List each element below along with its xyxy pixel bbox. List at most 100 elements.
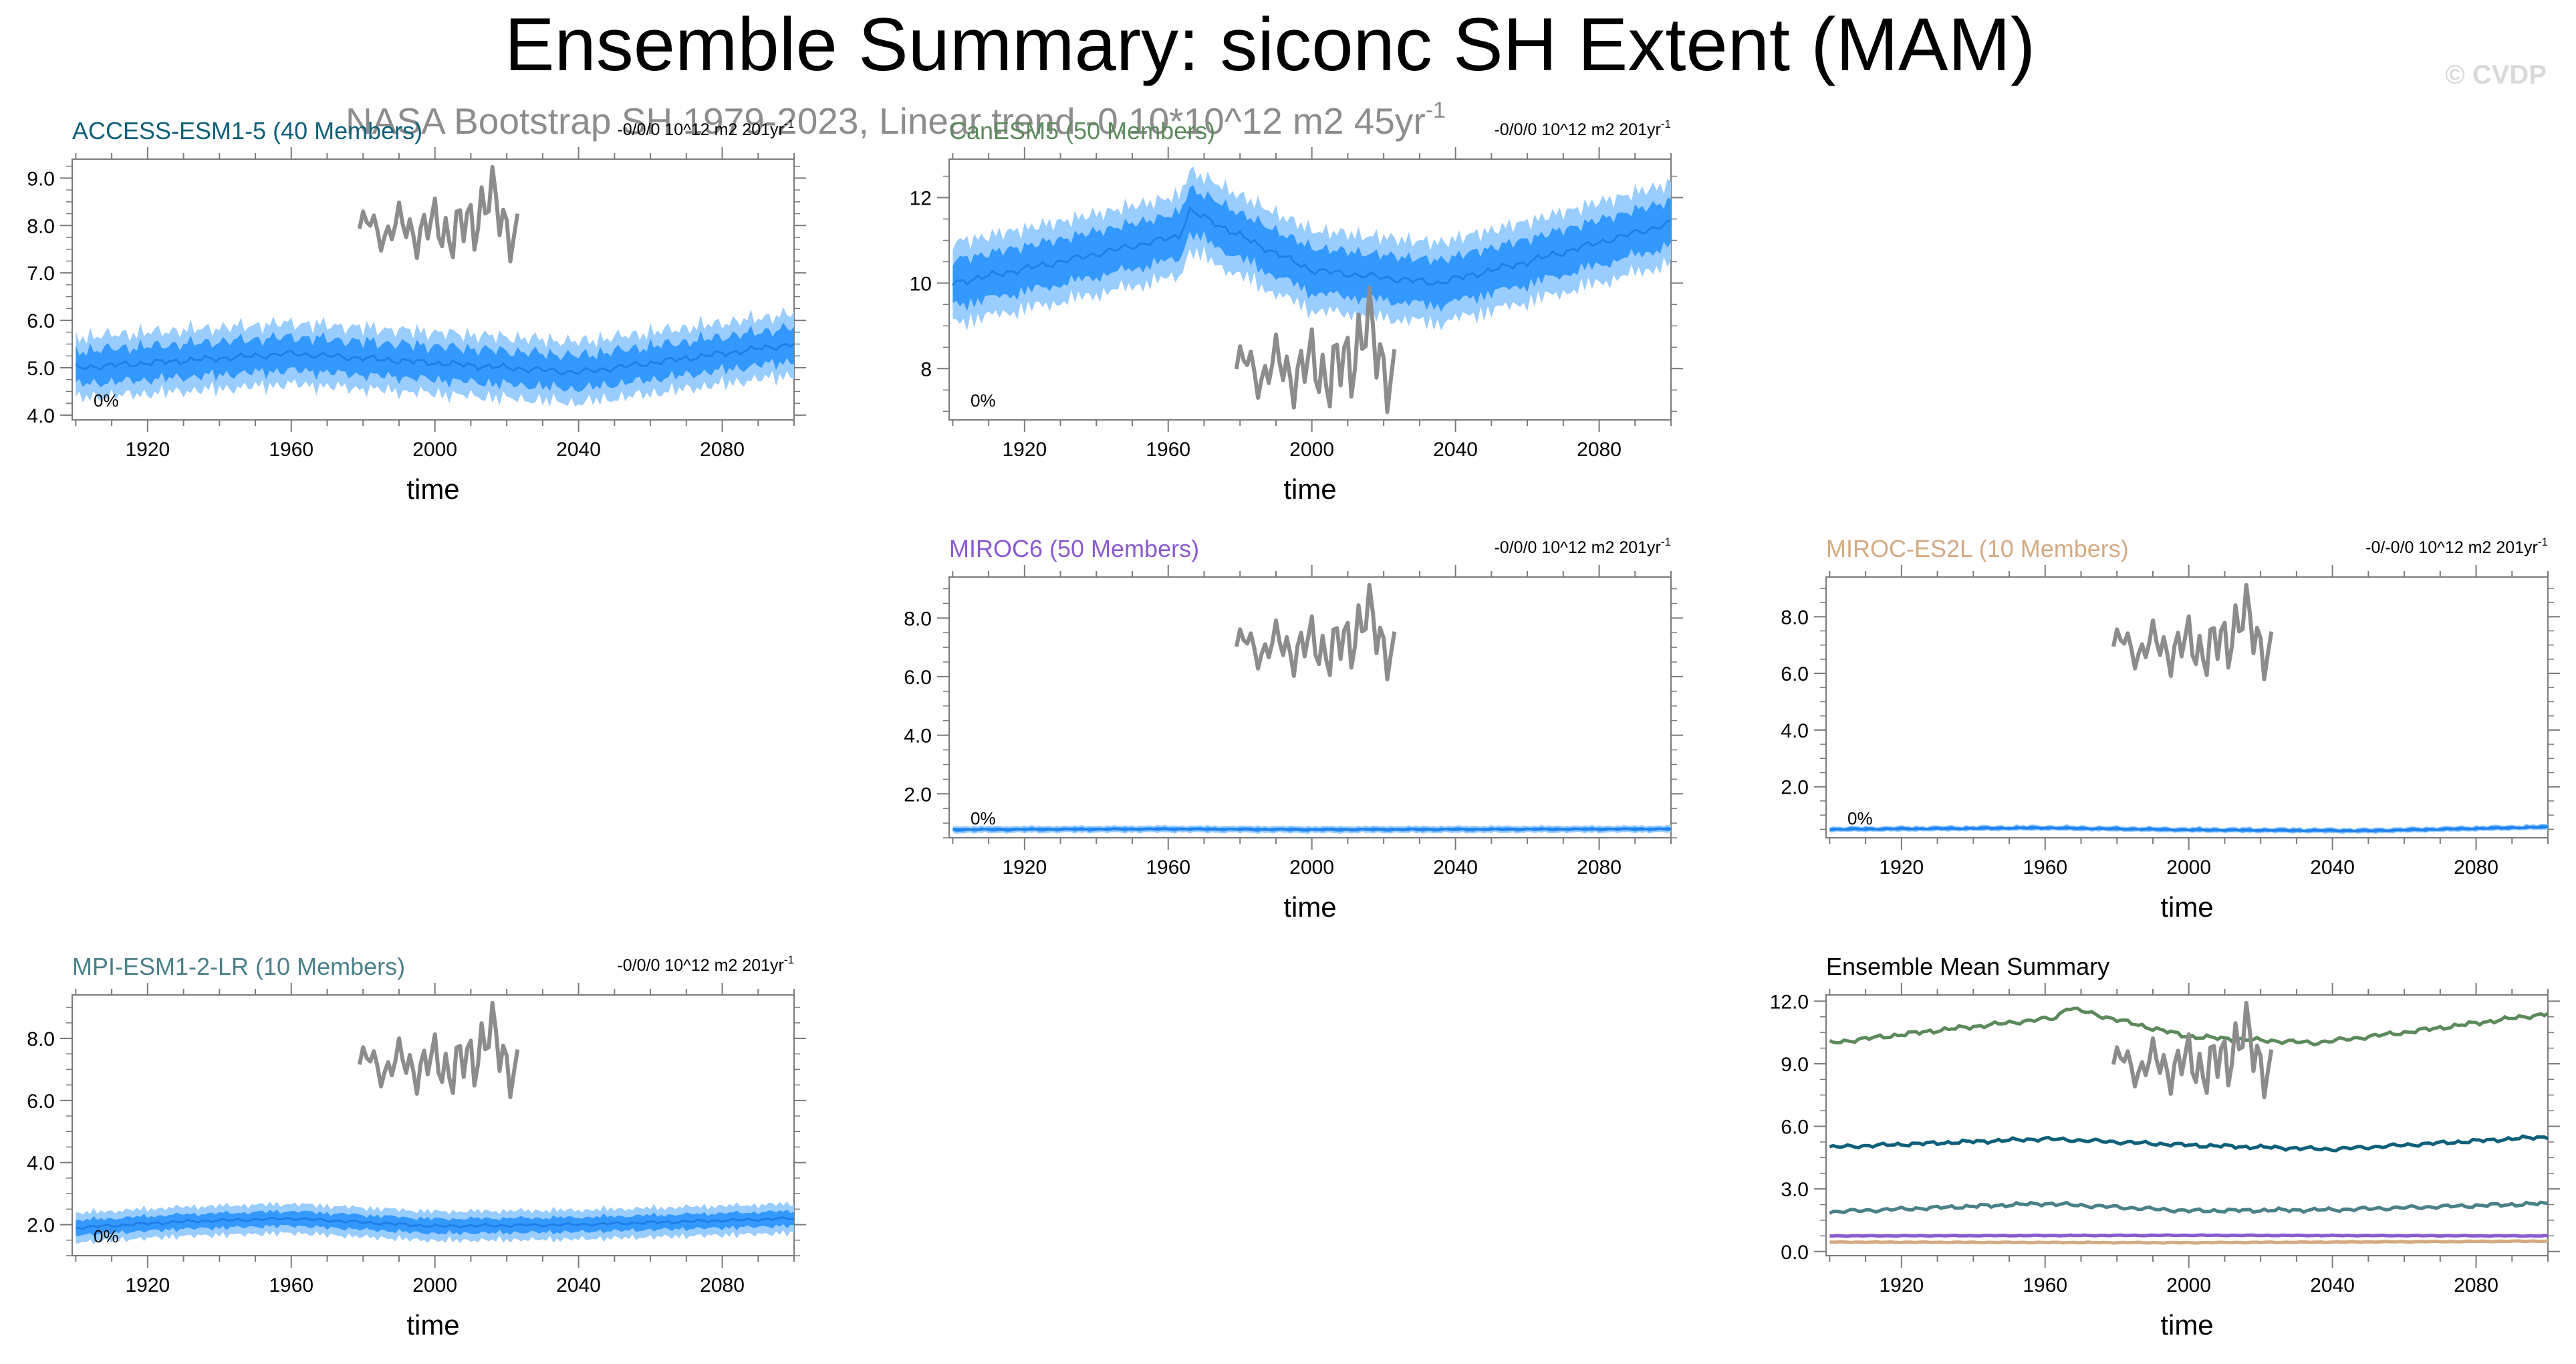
panel-title: CanESM5 (50 Members) [949,117,1215,144]
x-axis-label: time [2160,891,2213,923]
y-tick-label: 2.0 [904,784,932,806]
trend-label: -0/-0/0 10^12 m2 201yr-1 [2365,536,2548,557]
y-tick-label: 4.0 [904,725,932,748]
x-tick-label: 2040 [2310,857,2355,879]
ensemble-iqr-band [76,322,794,392]
x-tick-label: 1920 [1002,439,1047,461]
y-tick-label: 4.0 [27,1153,55,1175]
x-tick-label: 1960 [2023,1274,2067,1296]
trend-label: -0/0/0 10^12 m2 201yr-1 [1494,536,1671,557]
x-tick-label: 2000 [1289,439,1334,461]
plot-frame [1825,994,2549,1256]
y-tick-label: 8.0 [27,215,55,237]
x-tick-label: 2040 [2310,1274,2355,1296]
y-tick-label: 6.0 [1781,663,1809,685]
trend-label: -0/0/0 10^12 m2 201yr-1 [617,118,794,139]
obs-subtitle: NASA Bootstrap SH 1979-2023, Linear tren… [346,98,1446,142]
trend-label: -0/0/0 10^12 m2 201yr-1 [617,953,794,975]
x-tick-label: 2000 [2166,1274,2211,1296]
plot-frame [948,158,1672,421]
panel-mpi: 2.0 4.0 6.0 8.0 1920 1960 2000 2040 2080 time MPI-… [27,953,806,1341]
x-tick-label: 1920 [125,439,170,461]
plot-area [75,307,794,407]
figure-title: Ensemble Summary: siconc SH Extent (MAM) [505,3,2035,86]
y-tick-label: 2.0 [27,1215,55,1237]
panel-title: MPI-ESM1-2-LR (10 Members) [72,953,405,980]
x-tick-label: 2080 [1577,439,1622,461]
observations-line [2111,1000,2274,1099]
trend-exponent: -1 [1661,118,1671,130]
y-tick-label: 9.0 [27,168,55,190]
y-tick-label: 6.0 [27,1091,55,1113]
ensemble-mean-line [952,827,1671,831]
y-tick-label: 4.0 [1781,720,1809,742]
plot-frame [948,576,1672,838]
x-axis-label: time [406,473,459,505]
trend-value: -0/0/0 10^12 m2 201yr [617,956,783,975]
panel-miroces2l: 2.0 4.0 6.0 8.0 1920 1960 2000 2040 2080 time MIRO… [1781,535,2560,923]
y-tick-label: 6.0 [27,310,55,332]
plot-area [952,824,1671,834]
trend-value: -0/0/0 10^12 m2 201yr [617,120,783,139]
ensemble-mean-line [75,342,794,376]
trend-label: -0/0/0 10^12 m2 201yr-1 [1494,118,1671,139]
panel-title: ACCESS-ESM1-5 (40 Members) [72,117,422,144]
x-tick-label: 2000 [412,1274,457,1296]
panel-miroc6: 2.0 4.0 6.0 8.0 1920 1960 2000 2040 2080 time MIRO… [904,535,1683,923]
x-tick-label: 2040 [1433,857,1478,879]
y-tick-label: 8.0 [904,608,932,630]
y-tick-label: 6.0 [1781,1117,1809,1139]
x-tick-label: 2080 [700,439,745,461]
observations-line [1234,286,1397,415]
trend-value: -0/-0/0 10^12 m2 201yr [2365,538,2538,557]
series-MIROC6 [1829,1233,2548,1238]
ensemble-iqr-band [952,185,1671,312]
ensemble-mean-line [952,205,1671,286]
x-tick-label: 1920 [125,1274,170,1296]
plot-area [1829,1006,2548,1245]
x-tick-label: 2000 [2166,857,2211,879]
ensemble-mean-line [1829,826,2548,832]
cvdp-watermark: © CVDP [2445,60,2547,90]
x-tick-label: 1920 [1879,857,1924,879]
x-tick-label: 2080 [700,1274,745,1296]
x-tick-label: 2080 [2454,1274,2498,1296]
ensemble-iqr-band [76,1210,794,1236]
y-tick-label: 5.0 [27,358,55,380]
percent-label: 0% [971,808,996,828]
y-tick-label: 6.0 [904,667,932,689]
panels: 4.0 5.0 6.0 7.0 8.0 9.0 1920 1960 2000 2040 2080 ti… [27,117,2560,1341]
series-MIROC-ES2L [1829,1239,2548,1245]
x-tick-label: 2000 [1289,857,1334,879]
x-tick-label: 2080 [2454,857,2498,879]
percent-label: 0% [1847,808,1873,828]
plot-area [1829,824,2548,834]
y-tick-label: 12 [910,188,932,210]
series-MPI-ESM1-2-LR [1829,1200,2548,1215]
panel-title: MIROC6 (50 Members) [949,535,1199,562]
ensemble-mean-line [76,1216,794,1230]
y-tick-label: 8.0 [27,1028,55,1050]
y-tick-label: 12.0 [1770,991,1809,1013]
percent-label: 0% [94,1226,119,1246]
y-tick-label: 3.0 [1781,1179,1809,1201]
x-tick-label: 1920 [1002,857,1047,879]
trend-exponent: -1 [1661,536,1671,548]
observations-line [357,164,520,263]
y-tick-label: 8 [920,358,932,380]
trend-exponent: -1 [2538,536,2548,548]
percent-label: 0% [94,390,119,411]
trend-exponent: -1 [784,953,794,966]
panel-canesm: 8 10 12 1920 1960 2000 2040 2080 time CanESM5 (50… [910,117,1683,505]
x-tick-label: 1960 [1146,857,1190,879]
trend-value: -0/0/0 10^12 m2 201yr [1494,538,1660,557]
y-tick-label: 9.0 [1781,1054,1809,1076]
plot-frame [72,994,795,1256]
observations-line [357,1000,520,1099]
x-tick-label: 2040 [1433,439,1478,461]
panel-title: MIROC-ES2L (10 Members) [1826,535,2129,562]
x-tick-label: 1920 [1879,1274,1924,1296]
x-tick-label: 1960 [2023,857,2067,879]
y-tick-label: 7.0 [27,263,55,285]
